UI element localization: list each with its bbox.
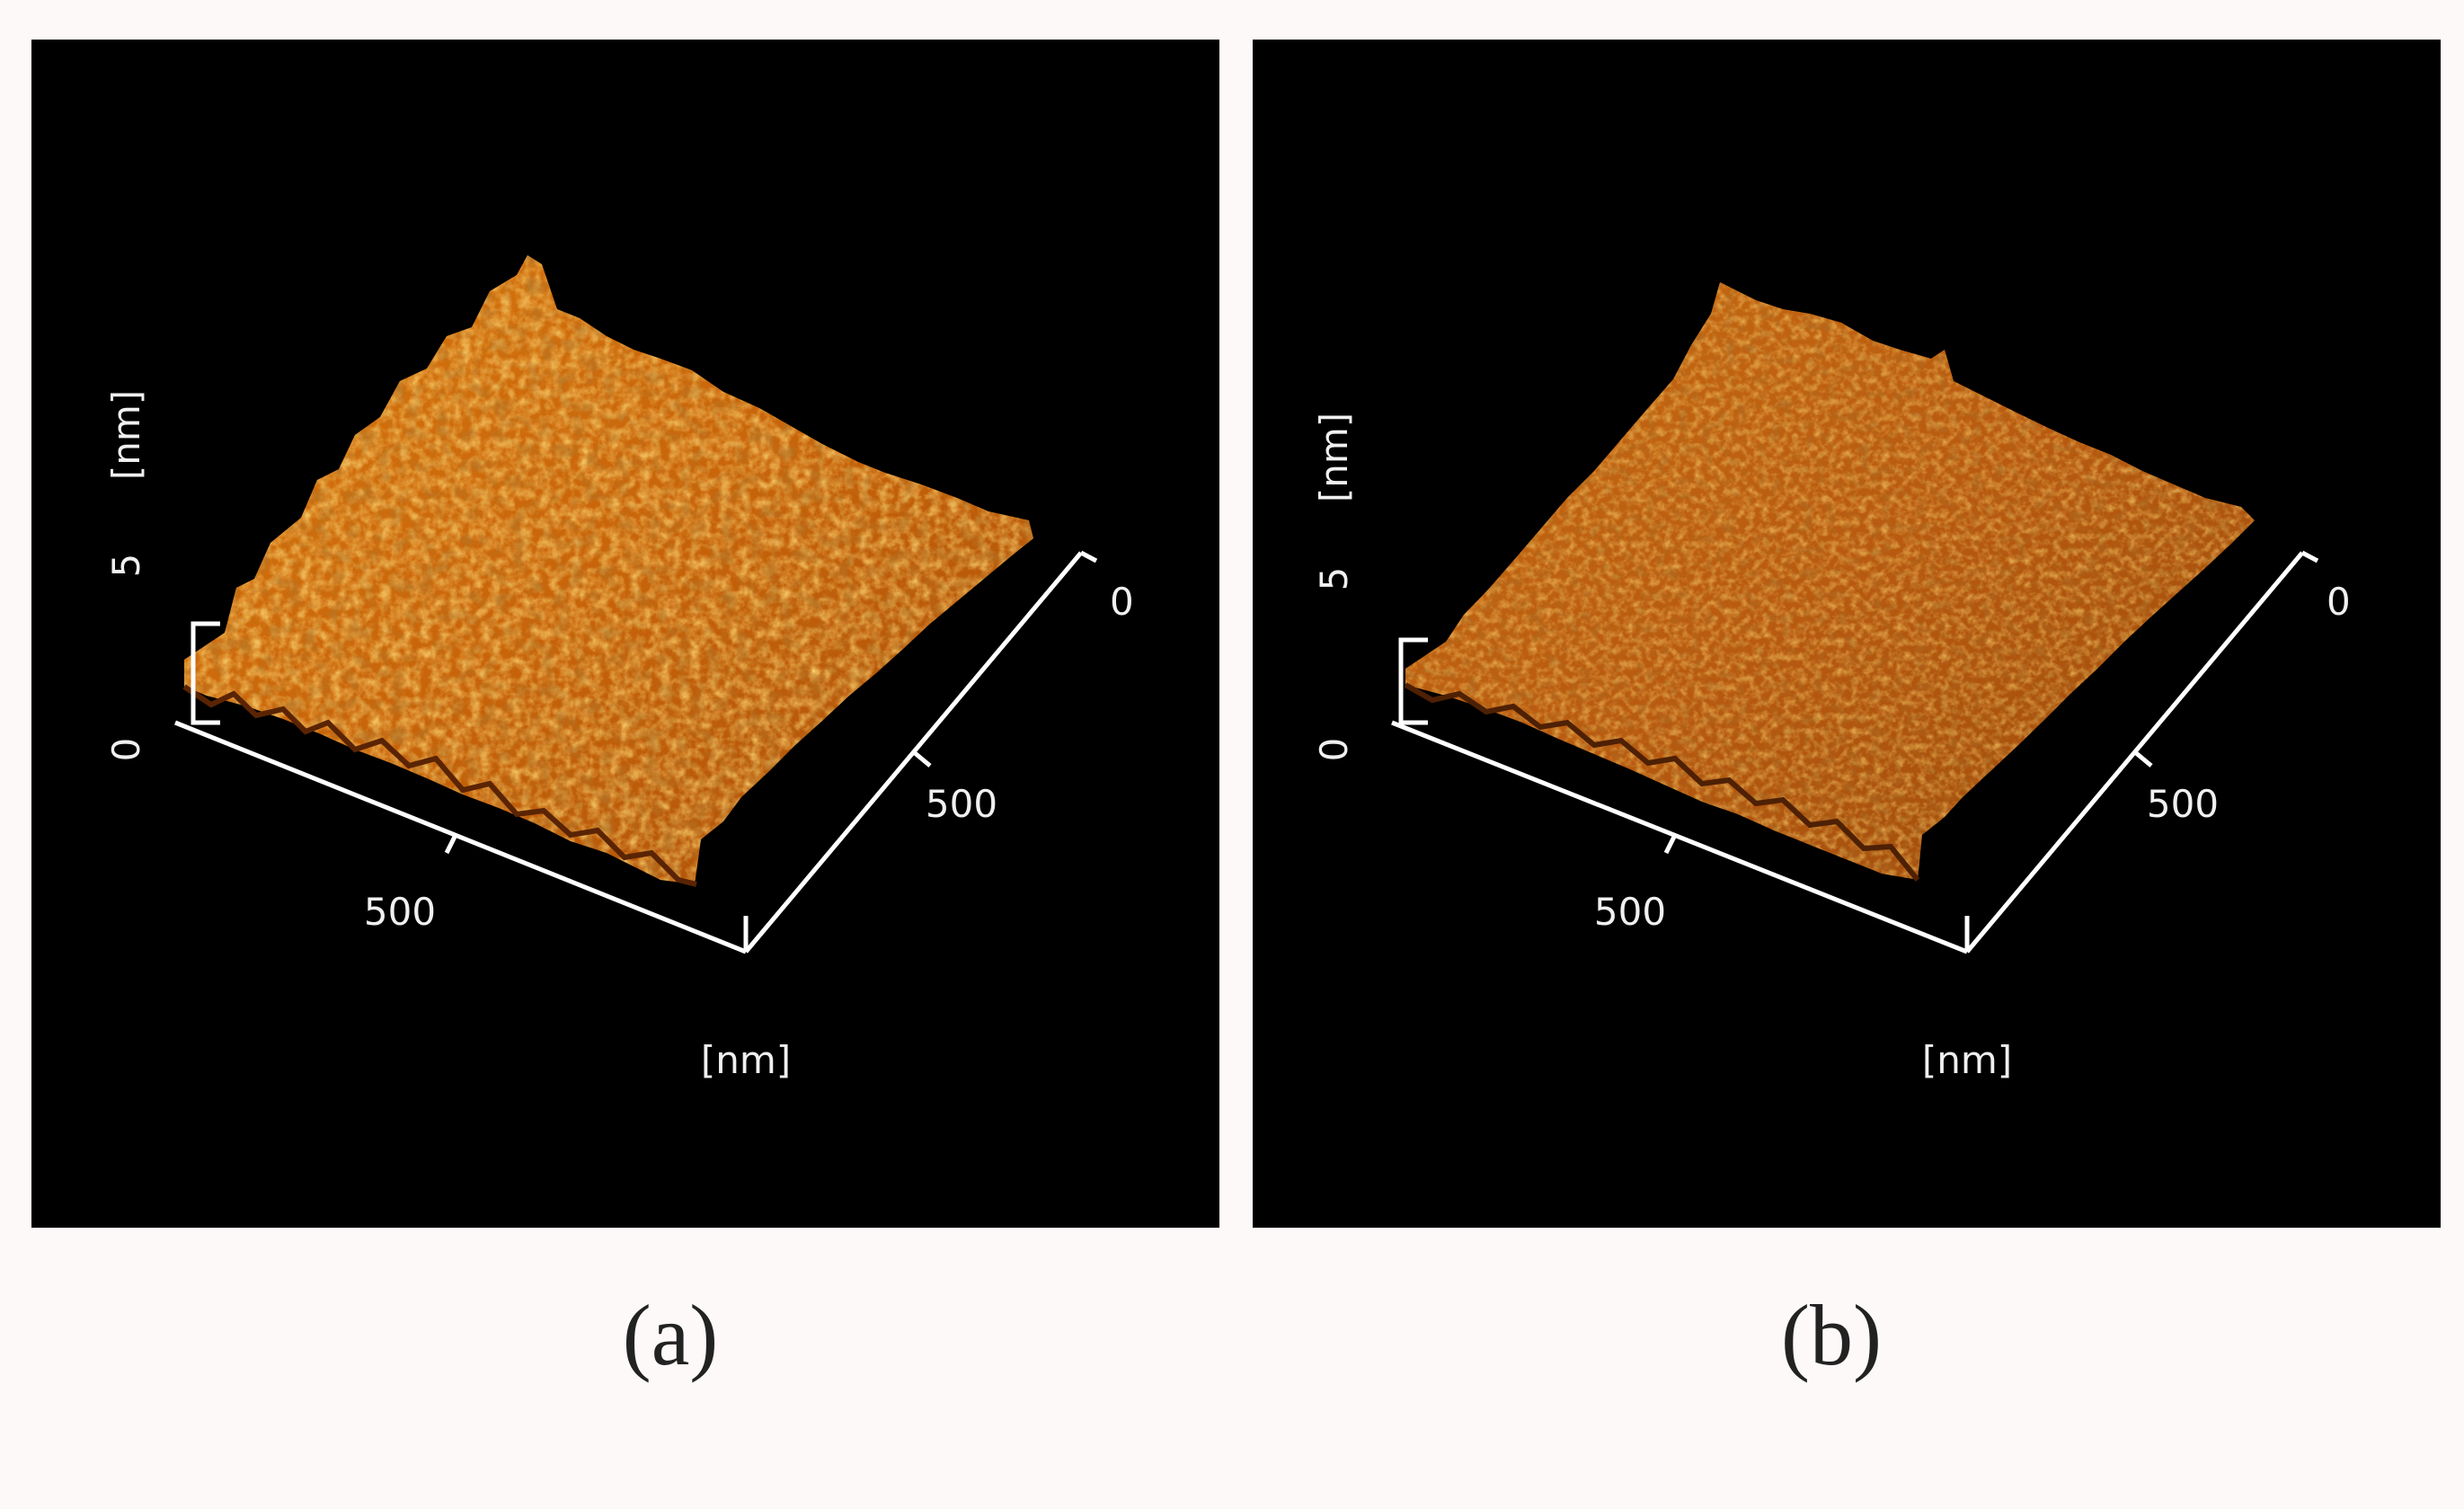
caption-b: (b): [1781, 1287, 1882, 1383]
caption-a: (a): [622, 1287, 719, 1383]
afm-3d-plot-a: 0 5 [nm] 500 [nm] 0 500: [104, 255, 1134, 1082]
x-unit-a: [nm]: [701, 1038, 791, 1082]
afm-3d-plot-b: 0 5 [nm] 500 [nm] 0 500: [1312, 282, 2351, 1082]
axes-a: [174, 550, 1098, 954]
z-unit-a: [nm]: [104, 390, 148, 480]
z-unit-b: [nm]: [1312, 413, 1356, 502]
surface-b: [1404, 282, 2255, 882]
afm-panel-a: 0 5 [nm] 500 [nm] 0 500: [31, 40, 1219, 1228]
z-tick-5-a: 5: [104, 554, 148, 578]
z-tick-5-b: 5: [1312, 567, 1356, 591]
y-tick-500-a: 500: [926, 782, 997, 826]
afm-panel-b: 0 5 [nm] 500 [nm] 0 500: [1253, 40, 2441, 1228]
y-tick-0-b: 0: [2327, 580, 2351, 624]
y-tick-500-b: 500: [2147, 782, 2219, 826]
surface-a: [182, 255, 1033, 887]
y-tick-0-a: 0: [1110, 580, 1134, 624]
x-unit-b: [nm]: [1922, 1038, 2012, 1082]
x-tick-500-b: 500: [1594, 890, 1666, 934]
z-tick-0-a: 0: [104, 738, 148, 762]
x-tick-500-a: 500: [364, 890, 436, 934]
axes-b: [1391, 550, 2319, 954]
z-tick-0-b: 0: [1312, 738, 1356, 762]
